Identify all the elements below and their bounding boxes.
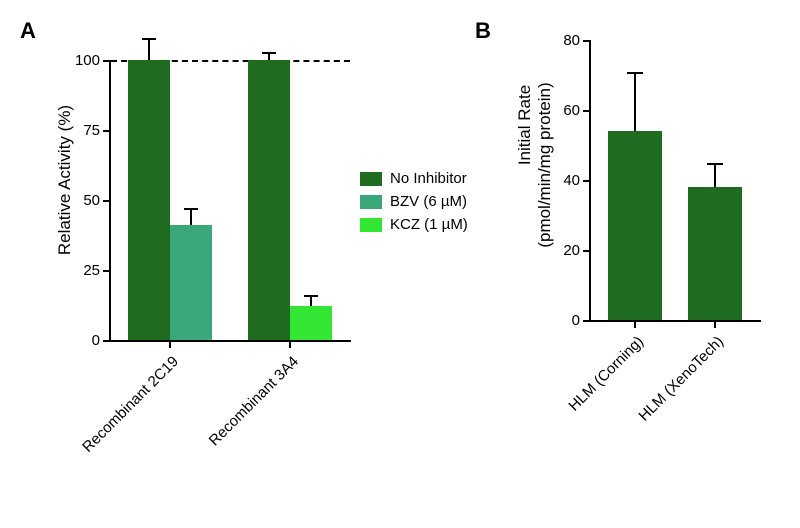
panel-b-x-axis <box>589 320 761 322</box>
panel-b-ytick-label: 80 <box>540 32 580 49</box>
panel-b-ytick <box>583 40 589 42</box>
panel-b-bar-corning <box>608 131 662 320</box>
figure: A B 0 25 50 75 100 Relative Activity (%) <box>0 0 800 528</box>
panel-b-y-axis <box>589 40 591 322</box>
panel-b-ytick <box>583 250 589 252</box>
panel-b-ytick <box>583 180 589 182</box>
panel-b-err <box>714 163 716 187</box>
panel-b-xtick <box>634 322 636 328</box>
panel-b-xtick <box>714 322 716 328</box>
panel-b-ytick <box>583 320 589 322</box>
panel-b-errcap <box>707 163 723 165</box>
panel-b-chart: 0 20 40 60 80 Initial Rate (pmol/min/mg … <box>0 0 800 528</box>
panel-b-errcap <box>627 72 643 74</box>
panel-b-ylabel-line2: (pmol/min/mg protein) <box>535 65 555 265</box>
panel-b-ylabel-line1: Initial Rate <box>515 25 535 225</box>
panel-b-bar-xenotech <box>688 187 742 320</box>
panel-b-err <box>634 72 636 131</box>
panel-b-ytick <box>583 110 589 112</box>
panel-b-ytick-label: 0 <box>540 312 580 329</box>
